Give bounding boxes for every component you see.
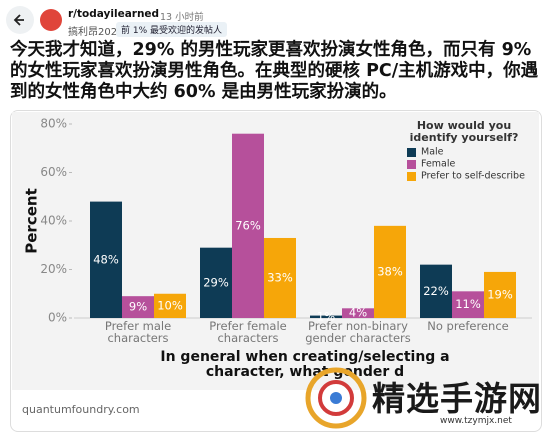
legend-label: Female xyxy=(421,159,456,170)
legend-swatch xyxy=(407,172,416,181)
data-label: 29% xyxy=(203,275,229,289)
legend-swatch xyxy=(407,160,416,169)
x-tick-label: Prefer non-binary gender characters xyxy=(305,319,411,345)
data-label: 19% xyxy=(487,287,513,301)
bar xyxy=(200,247,232,318)
x-tick-label: Prefer male characters xyxy=(104,319,172,345)
watermark: 精选手游网 xyxy=(372,379,542,418)
watermark-logo xyxy=(305,367,367,429)
bar xyxy=(342,308,374,318)
back-button[interactable] xyxy=(6,6,34,34)
bar xyxy=(310,315,342,318)
legend-label: Male xyxy=(421,147,444,158)
y-tick-label: 60% xyxy=(40,165,67,179)
bar xyxy=(232,133,264,318)
data-label: 22% xyxy=(423,284,449,298)
bar xyxy=(452,291,484,318)
data-label: 33% xyxy=(267,270,293,284)
y-tick-label: 40% xyxy=(40,214,67,228)
badge: 前 1% 最受欢迎的发帖人 xyxy=(116,22,228,37)
x-tick-label: Prefer female characters xyxy=(209,319,287,345)
bar xyxy=(264,237,296,318)
post-title: 今天我才知道，29% 的男性玩家更喜欢扮演女性角色，而只有 9% 的女性玩家喜欢… xyxy=(10,40,539,102)
bar xyxy=(154,293,186,318)
data-label: 48% xyxy=(93,252,119,266)
x-tick-label: No preference xyxy=(427,319,509,333)
data-label: 38% xyxy=(377,264,403,278)
image-card[interactable] xyxy=(10,110,542,432)
bar xyxy=(484,271,516,318)
chart: 0% 20% 40% 60% 80% Percent 48% 9% 10% 29% 76% 33% 1%… xyxy=(23,117,532,325)
author[interactable]: 搞利昂2024 xyxy=(68,27,124,38)
legend-label: Prefer to self-describe xyxy=(421,171,525,182)
y-tick-label: 80% xyxy=(40,117,67,131)
data-label: 1% xyxy=(317,309,335,323)
bar xyxy=(420,264,452,318)
data-label: 4% xyxy=(349,306,367,320)
watermark-url: www.tzymjx.net xyxy=(440,416,512,426)
data-label: 11% xyxy=(455,297,481,311)
bar xyxy=(122,296,154,318)
data-label: 10% xyxy=(157,298,183,312)
data-label: 9% xyxy=(129,300,147,314)
post-time: 13 小时前 xyxy=(160,12,204,23)
bar xyxy=(90,201,122,318)
avatar[interactable] xyxy=(40,9,62,31)
legend-title: How would you identify yourself? xyxy=(409,119,519,144)
legend-swatch xyxy=(407,148,416,157)
y-tick-label: 0% xyxy=(48,311,67,325)
bar xyxy=(374,225,406,318)
y-tick-label: 20% xyxy=(40,262,67,276)
data-label: 76% xyxy=(235,218,261,232)
subreddit[interactable]: r/todayilearned xyxy=(68,8,160,20)
source-link[interactable]: quantumfoundry.com xyxy=(22,403,140,416)
y-axis-title: Percent xyxy=(23,188,41,253)
